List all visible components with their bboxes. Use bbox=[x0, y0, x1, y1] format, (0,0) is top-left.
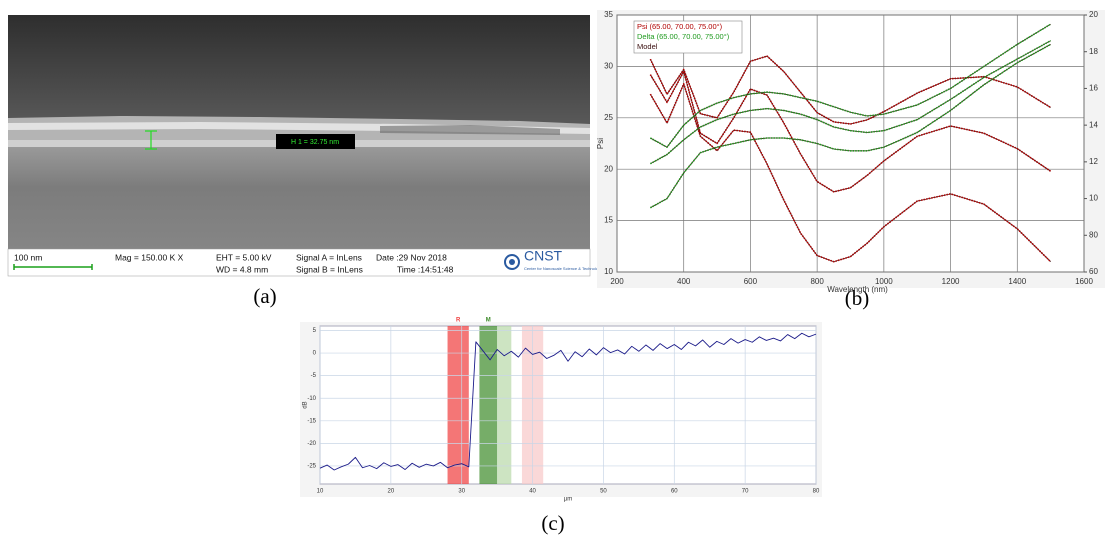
y-tick-label: 25 bbox=[604, 113, 613, 122]
logo-subtitle: Center for Nanoscale Science & Technolog… bbox=[524, 266, 602, 271]
info-bar bbox=[7, 248, 591, 277]
mag: Mag = 150.00 K X bbox=[115, 252, 184, 262]
region bbox=[447, 326, 469, 484]
data-line bbox=[649, 43, 1052, 209]
y-tick-label: -25 bbox=[307, 464, 316, 470]
data-line bbox=[649, 39, 1052, 165]
legend-box bbox=[633, 20, 743, 54]
y-tick-label: 20 bbox=[604, 164, 613, 173]
x-tick-label: 400 bbox=[677, 277, 691, 286]
x-axis-label: µm bbox=[564, 497, 572, 503]
x-tick-label: 20 bbox=[388, 489, 395, 495]
caption: (b) bbox=[845, 286, 870, 310]
signal-b: Signal B = InLens bbox=[296, 264, 363, 274]
y2-tick-label: 10 bbox=[1089, 194, 1098, 203]
y-tick-label: 15 bbox=[604, 216, 613, 225]
y2-tick-label: 60 bbox=[1089, 267, 1098, 276]
x-tick-label: 1600 bbox=[1075, 277, 1093, 286]
data-line bbox=[649, 55, 1052, 125]
logo: CNST bbox=[524, 248, 563, 264]
region-label: M bbox=[486, 318, 491, 324]
y-tick-label: -10 bbox=[307, 396, 316, 402]
plot-area bbox=[616, 14, 1085, 273]
region bbox=[479, 326, 498, 484]
y2-tick-label: 20 bbox=[1089, 10, 1098, 19]
legend-entry: Psi (65.00, 70.00, 75.00°) bbox=[637, 22, 723, 31]
sem-vacuum bbox=[8, 15, 590, 127]
measurement-box bbox=[276, 134, 355, 149]
measurement-label: H 1 = 32.75 nm bbox=[291, 139, 339, 146]
x-tick-label: 200 bbox=[610, 277, 624, 286]
y-tick-label: -15 bbox=[307, 418, 316, 424]
sem-substrate bbox=[8, 146, 590, 249]
signal-a: Signal A = InLens bbox=[296, 252, 362, 262]
x-tick-label: 10 bbox=[317, 489, 324, 495]
time: Time :14:51:48 bbox=[397, 264, 454, 274]
legend-entry: Model bbox=[637, 42, 658, 51]
y2-tick-label: 12 bbox=[1089, 157, 1098, 166]
sem-dark-streak bbox=[380, 125, 560, 135]
x-tick-label: 1400 bbox=[1008, 277, 1026, 286]
y-tick-label: 0 bbox=[313, 351, 317, 357]
measurement-marker bbox=[145, 130, 157, 150]
x-tick-label: 50 bbox=[600, 489, 607, 495]
data-line bbox=[649, 83, 1052, 263]
x-tick-label: 600 bbox=[744, 277, 758, 286]
region-label: R bbox=[456, 318, 461, 324]
y-tick-label: 5 bbox=[313, 328, 317, 334]
sem-image: H 1 = 32.75 nm 100 nm Mag = 150.00 K X E… bbox=[7, 15, 602, 277]
model-line bbox=[650, 70, 1051, 193]
x-tick-label: 60 bbox=[671, 489, 678, 495]
y-axis-label: Psi bbox=[596, 138, 605, 149]
eht: EHT = 5.00 kV bbox=[216, 252, 272, 262]
y2-tick-label: 14 bbox=[1089, 120, 1098, 129]
region bbox=[497, 326, 512, 484]
y-axis-label: dB bbox=[303, 401, 309, 408]
x-tick-label: 30 bbox=[458, 489, 465, 495]
y-tick-label: 30 bbox=[604, 62, 613, 71]
scale-bar-label: 100 nm bbox=[14, 252, 42, 262]
y2-tick-label: 18 bbox=[1089, 47, 1098, 56]
y-tick-label: -20 bbox=[307, 441, 316, 447]
scale-bar bbox=[13, 264, 93, 270]
legend-entry: Delta (65.00, 70.00, 75.00°) bbox=[637, 32, 730, 41]
caption: (a) bbox=[253, 284, 276, 308]
wd: WD = 4.8 mm bbox=[216, 264, 268, 274]
x-tick-label: 40 bbox=[529, 489, 536, 495]
logo-mark bbox=[504, 254, 520, 270]
x-tick-label: 1000 bbox=[875, 277, 893, 286]
x-tick-label: 1200 bbox=[942, 277, 960, 286]
y2-tick-label: 16 bbox=[1089, 84, 1098, 93]
plot-area bbox=[319, 325, 817, 485]
logo-mark-core bbox=[509, 259, 515, 265]
data-line bbox=[319, 332, 817, 471]
y-tick-label: 35 bbox=[604, 10, 613, 19]
x-tick-label: 70 bbox=[742, 489, 749, 495]
y2-tick-label: 80 bbox=[1089, 230, 1098, 239]
y-tick-label: 10 bbox=[604, 267, 613, 276]
model-line bbox=[650, 23, 1051, 148]
x-axis-label: Wavelength (nm) bbox=[827, 285, 888, 294]
date: Date :29 Nov 2018 bbox=[376, 252, 447, 262]
y-tick-label: -5 bbox=[311, 373, 317, 379]
x-tick-label: 80 bbox=[813, 489, 820, 495]
x-tick-label: 800 bbox=[810, 277, 824, 286]
caption: (c) bbox=[541, 511, 564, 535]
